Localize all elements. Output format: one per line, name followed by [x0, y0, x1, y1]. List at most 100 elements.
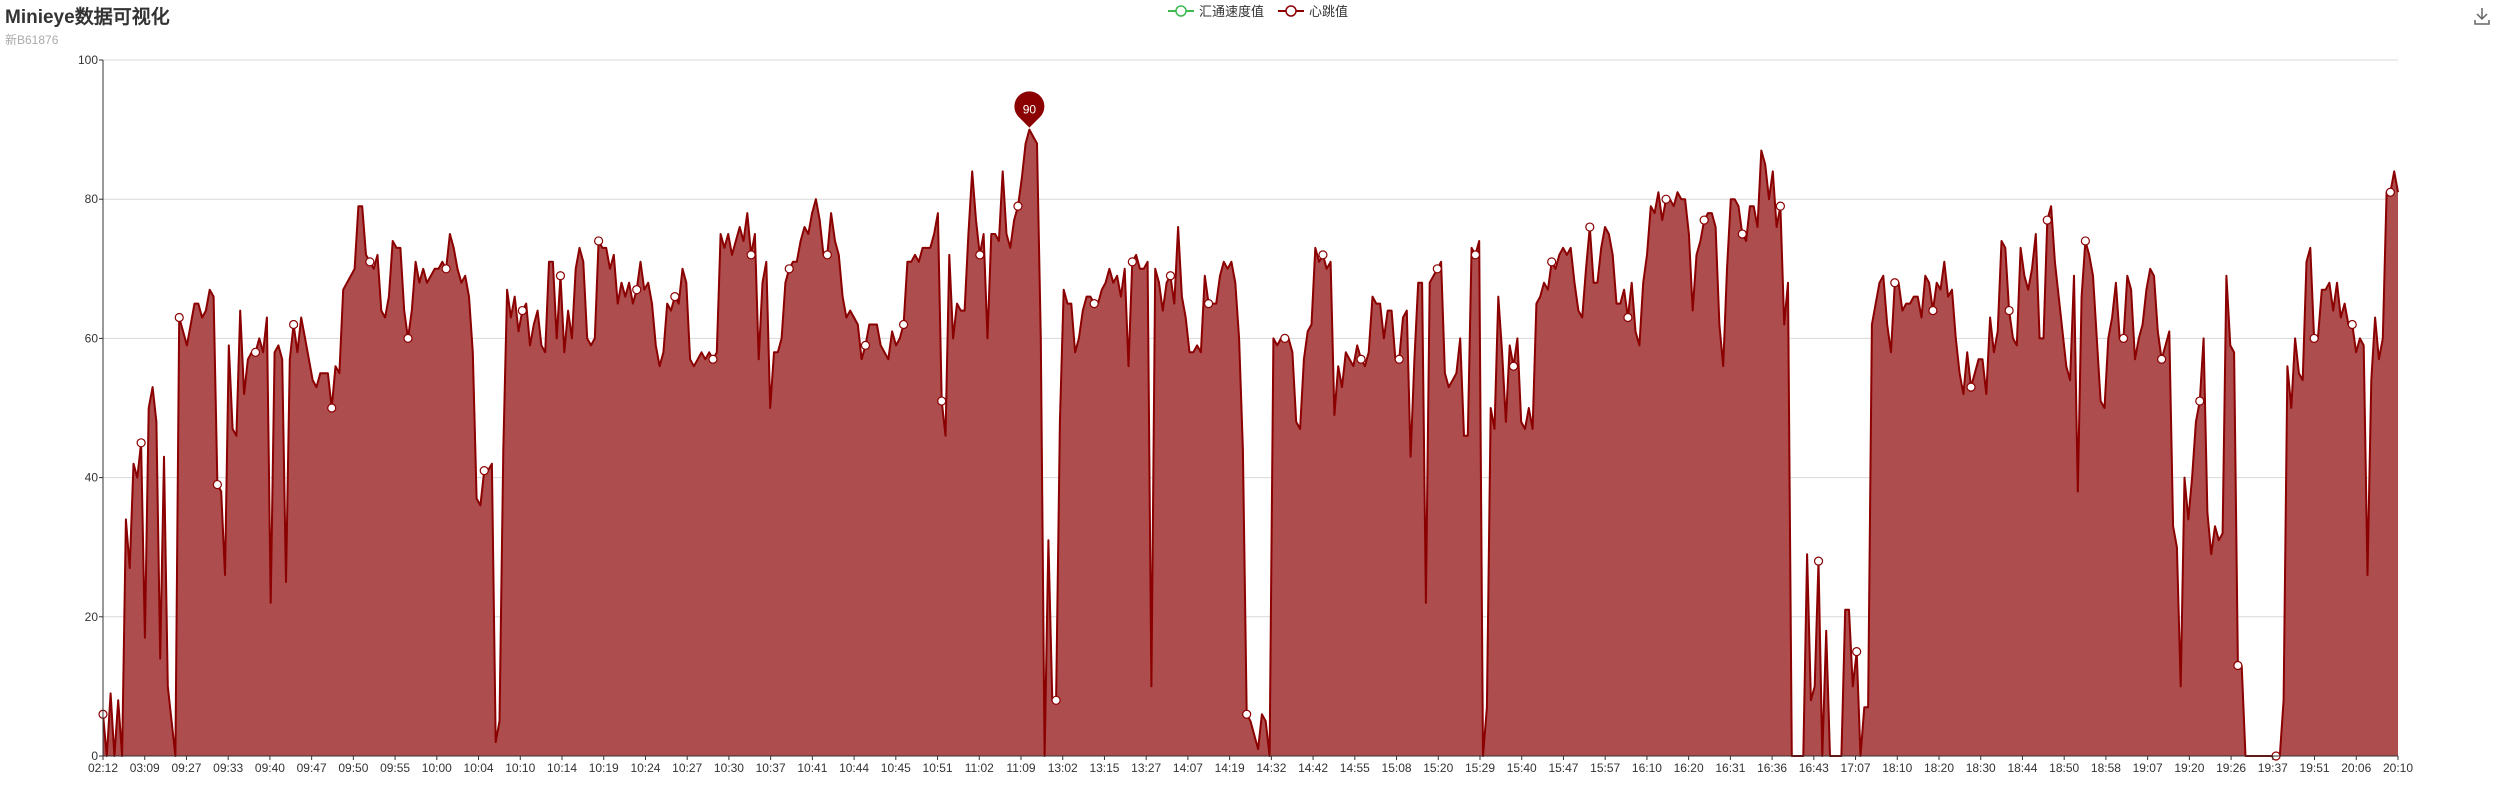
- legend-line-circle-icon: [1278, 4, 1305, 17]
- legend-item-heartbeat[interactable]: 心跳值: [1278, 1, 1348, 20]
- x-tick-label: 10:00: [422, 761, 452, 775]
- max-value-pin: [1014, 91, 1045, 128]
- legend-item-speed[interactable]: 汇通速度值: [1168, 1, 1264, 20]
- heartbeat-point: [327, 403, 337, 413]
- heartbeat-point: [1890, 278, 1900, 288]
- heartbeat-point: [1089, 299, 1099, 309]
- x-tick-label: 18:10: [1882, 761, 1912, 775]
- max-value-label: 90: [1023, 103, 1037, 117]
- heartbeat-point: [708, 354, 718, 364]
- heartbeat-point: [403, 333, 413, 343]
- x-tick-label: 10:24: [630, 761, 660, 775]
- heartbeat-point: [1661, 194, 1671, 204]
- heartbeat-point: [1623, 312, 1633, 323]
- heartbeat-point: [1165, 271, 1176, 281]
- legend-label-speed: 汇通速度值: [1199, 4, 1265, 19]
- x-tick-label: 14:07: [1173, 761, 1203, 775]
- heartbeat-point: [670, 292, 680, 302]
- heartbeat-point: [1508, 361, 1519, 371]
- heartbeat-point: [1013, 201, 1023, 211]
- heartbeat-point: [1813, 556, 1824, 566]
- x-tick-label: 15:20: [1423, 761, 1453, 775]
- x-tick-label: 10:51: [923, 761, 953, 775]
- x-tick-label: 13:27: [1131, 761, 1161, 775]
- x-tick-label: 15:29: [1465, 761, 1495, 775]
- heartbeat-point: [2233, 660, 2243, 671]
- x-tick-label: 10:27: [672, 761, 702, 775]
- y-tick-label: 80: [85, 192, 99, 206]
- x-tick-label: 15:47: [1548, 761, 1578, 775]
- x-tick-label: 14:19: [1215, 761, 1245, 775]
- heartbeat-point: [1394, 354, 1404, 364]
- heartbeat-point: [1432, 264, 1442, 274]
- y-tick-label: 100: [78, 53, 98, 67]
- heartbeat-point: [2080, 236, 2090, 246]
- download-button[interactable]: [2472, 6, 2492, 26]
- legend-label-heartbeat: 心跳值: [1309, 4, 1349, 19]
- x-tick-label: 11:09: [1006, 761, 1035, 775]
- heartbeat-point: [2004, 305, 2014, 316]
- y-tick-label: 0: [91, 749, 98, 763]
- heartbeat-point: [555, 271, 566, 281]
- x-tick-label: 10:14: [547, 761, 577, 775]
- heartbeat-point: [289, 319, 299, 330]
- heartbeat-point: [1203, 299, 1214, 309]
- x-tick-label: 10:30: [714, 761, 744, 775]
- heartbeat-point: [2042, 215, 2052, 225]
- x-tick-label: 16:31: [1715, 761, 1745, 775]
- heartbeat-point: [1585, 222, 1595, 232]
- x-tick-label: 18:50: [2049, 761, 2079, 775]
- chart-legend: 汇通速度值 心跳值: [1168, 1, 1348, 20]
- x-tick-label: 19:26: [2216, 761, 2246, 775]
- heartbeat-point: [1127, 257, 1137, 267]
- x-tick-label: 10:44: [839, 761, 869, 775]
- heartbeat-point: [1547, 257, 1557, 267]
- x-tick-label: 19:07: [2133, 761, 2163, 775]
- heartbeat-point: [212, 479, 222, 490]
- x-tick-label: 10:37: [756, 761, 786, 775]
- x-tick-label: 09:47: [297, 761, 327, 775]
- heartbeat-point: [1775, 201, 1786, 211]
- x-tick-label: 15:57: [1590, 761, 1620, 775]
- heartbeat-point: [517, 305, 527, 316]
- x-tick-label: 17:07: [1841, 761, 1871, 775]
- x-tick-label: 10:19: [589, 761, 619, 775]
- x-tick-label: 03:09: [130, 761, 160, 775]
- x-tick-label: 09:50: [338, 761, 368, 775]
- x-tick-label: 10:45: [881, 761, 911, 775]
- x-tick-label: 09:27: [171, 761, 201, 775]
- x-tick-label: 18:30: [1966, 761, 1996, 775]
- download-icon: [2474, 8, 2490, 25]
- x-tick-label: 10:41: [797, 761, 827, 775]
- legend-line-circle-icon: [1168, 4, 1194, 17]
- heartbeat-point: [1242, 709, 1252, 719]
- heartbeat-point: [975, 250, 985, 260]
- heartbeat-point: [1928, 305, 1938, 316]
- heartbeat-point: [593, 236, 604, 246]
- heartbeat-point: [2118, 333, 2129, 343]
- x-tick-label: 14:55: [1340, 761, 1370, 775]
- x-tick-label: 19:20: [2174, 761, 2204, 775]
- heartbeat-point: [1699, 215, 1709, 225]
- x-tick-label: 09:55: [380, 761, 410, 775]
- heartbeat-point: [746, 250, 756, 260]
- heartbeat-point: [2157, 354, 2167, 364]
- x-tick-label: 10:10: [505, 761, 535, 775]
- x-tick-label: 14:32: [1256, 761, 1286, 775]
- x-tick-label: 02:12: [88, 761, 118, 775]
- x-tick-label: 09:40: [255, 761, 285, 775]
- heartbeat-point: [1966, 382, 1976, 392]
- heartbeat-point: [1280, 333, 1290, 343]
- heartbeat-point: [1470, 250, 1481, 260]
- x-tick-label: 11:02: [965, 761, 994, 775]
- x-tick-label: 09:33: [213, 761, 243, 775]
- heartbeat-point: [2347, 319, 2357, 330]
- x-tick-label: 15:40: [1507, 761, 1537, 775]
- heartbeat-point: [2385, 187, 2395, 197]
- x-tick-label: 13:02: [1048, 761, 1078, 775]
- heartbeat-point: [1051, 695, 1061, 705]
- y-tick-label: 20: [85, 610, 99, 624]
- x-tick-label: 16:20: [1674, 761, 1704, 775]
- heartbeat-area: [103, 129, 2398, 757]
